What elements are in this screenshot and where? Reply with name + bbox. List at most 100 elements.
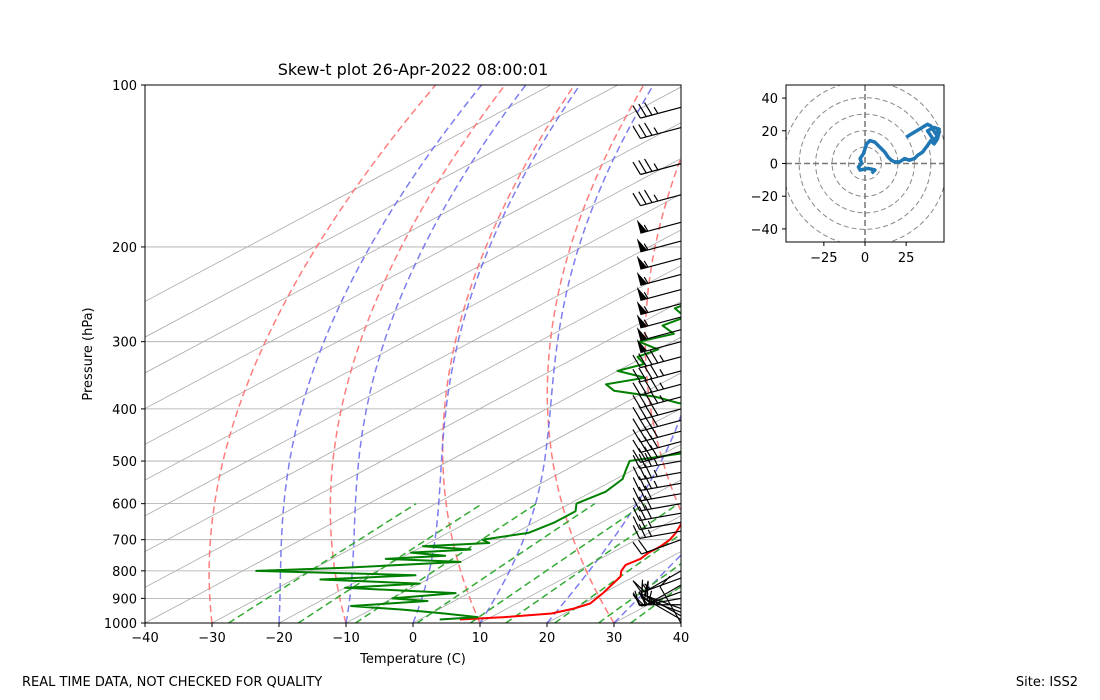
wind-barb [632,102,682,119]
moist-adiabat [479,85,655,623]
hodo-x-tick-label: 0 [861,251,869,266]
isotherm-line [145,85,618,338]
moist-adiabat [748,85,1100,623]
hodo-x-tick-label: 25 [898,251,915,266]
mixing-ratio-line [598,562,681,623]
isotherm-line [145,158,681,445]
wind-barb [659,575,682,624]
x-tick-label: 20 [539,631,556,646]
wind-barb [636,219,682,234]
wind-barb [632,485,682,502]
wind-barb [636,286,682,302]
isotherm-line [211,372,681,623]
hodo-y-tick-label: 20 [761,125,778,140]
isotherm-line [145,265,681,552]
wind-barb [632,122,682,140]
wind-barb [632,475,682,492]
x-tick-label: −40 [131,631,158,646]
moist-adiabat [680,621,681,623]
wind-barb [632,452,682,469]
wind-barb [632,189,682,207]
wind-barb [632,505,682,522]
y-tick-label: 500 [112,455,137,470]
dry-adiabat [824,85,1016,623]
isotherm-line [278,408,681,623]
isotherm-line [145,300,681,588]
mixing-ratio-line [228,502,417,623]
mixing-ratio-line [355,502,538,623]
isotherm-line [145,193,681,481]
dry-adiabat [329,85,506,623]
dry-adiabat [1059,85,1100,623]
wind-barb [632,364,682,383]
wind-barb [632,524,682,540]
wind-barb [632,444,682,463]
y-tick-label: 1000 [104,617,137,632]
wind-barb [632,402,682,421]
wind-barb [632,539,682,555]
wind-barb [636,339,682,354]
wind-barb [636,271,682,286]
isotherm-line [613,586,681,623]
wind-barb [632,515,682,531]
y-tick-label: 100 [112,79,137,94]
wind-barb [632,377,682,396]
wind-barb [632,424,682,443]
wind-barb [636,301,682,316]
y-tick-label: 600 [112,498,137,513]
wind-barb [636,255,682,270]
x-tick-label: 0 [409,631,417,646]
hodo-y-tick-label: −40 [751,223,778,238]
temperature-profile [459,522,681,621]
mixing-ratio-line [630,585,681,623]
y-tick-label: 400 [112,403,137,418]
wind-barb [633,584,682,607]
wind-barb [636,327,682,342]
x-tick-label: 30 [606,631,623,646]
hodograph-trace [856,122,941,175]
moist-adiabat [412,85,581,623]
dry-adiabat [208,85,437,623]
wind-barb [636,238,682,253]
isotherm-line [345,443,681,623]
x-tick-label: −20 [265,631,292,646]
mixing-ratio-line [505,502,679,623]
x-axis-label: Temperature (C) [359,652,466,667]
isotherm-line [479,515,681,623]
isotherm-line [145,86,681,374]
hodo-x-tick-label: −25 [810,251,837,266]
x-tick-label: 10 [472,631,489,646]
wind-barb [632,464,682,481]
wind-barb [633,570,682,593]
isotherm-line [546,551,681,623]
dry-adiabat [985,85,1100,623]
hodo-y-tick-label: 40 [761,92,778,107]
isotherm-line [412,479,681,623]
chart-title: Skew-t plot 26-Apr-2022 08:00:01 [277,60,549,79]
x-tick-label: 40 [673,631,690,646]
x-tick-label: −30 [198,631,225,646]
dry-adiabat [441,85,575,623]
isotherm-line [145,85,551,302]
wind-barb [636,314,682,329]
hodo-y-tick-label: −20 [751,190,778,205]
dry-adiabat [546,85,645,623]
wind-barb [632,495,682,512]
isotherm-line [145,229,681,517]
dry-adiabat [644,155,681,514]
isotherm-line [145,336,681,623]
wind-barb [632,390,682,409]
site-label: Site: ISS2 [1015,675,1078,690]
y-tick-label: 900 [112,592,137,607]
mixing-ratio-line [416,502,596,623]
y-tick-label: 200 [112,241,137,256]
x-tick-label: −10 [332,631,359,646]
wind-barb [632,350,682,369]
hodo-y-tick-label: 0 [770,158,778,173]
moist-adiabat [345,85,527,623]
wind-barb [632,413,682,432]
moist-adiabat [278,85,483,623]
dewpoint-profile [255,304,681,621]
dry-adiabat [907,85,1100,623]
